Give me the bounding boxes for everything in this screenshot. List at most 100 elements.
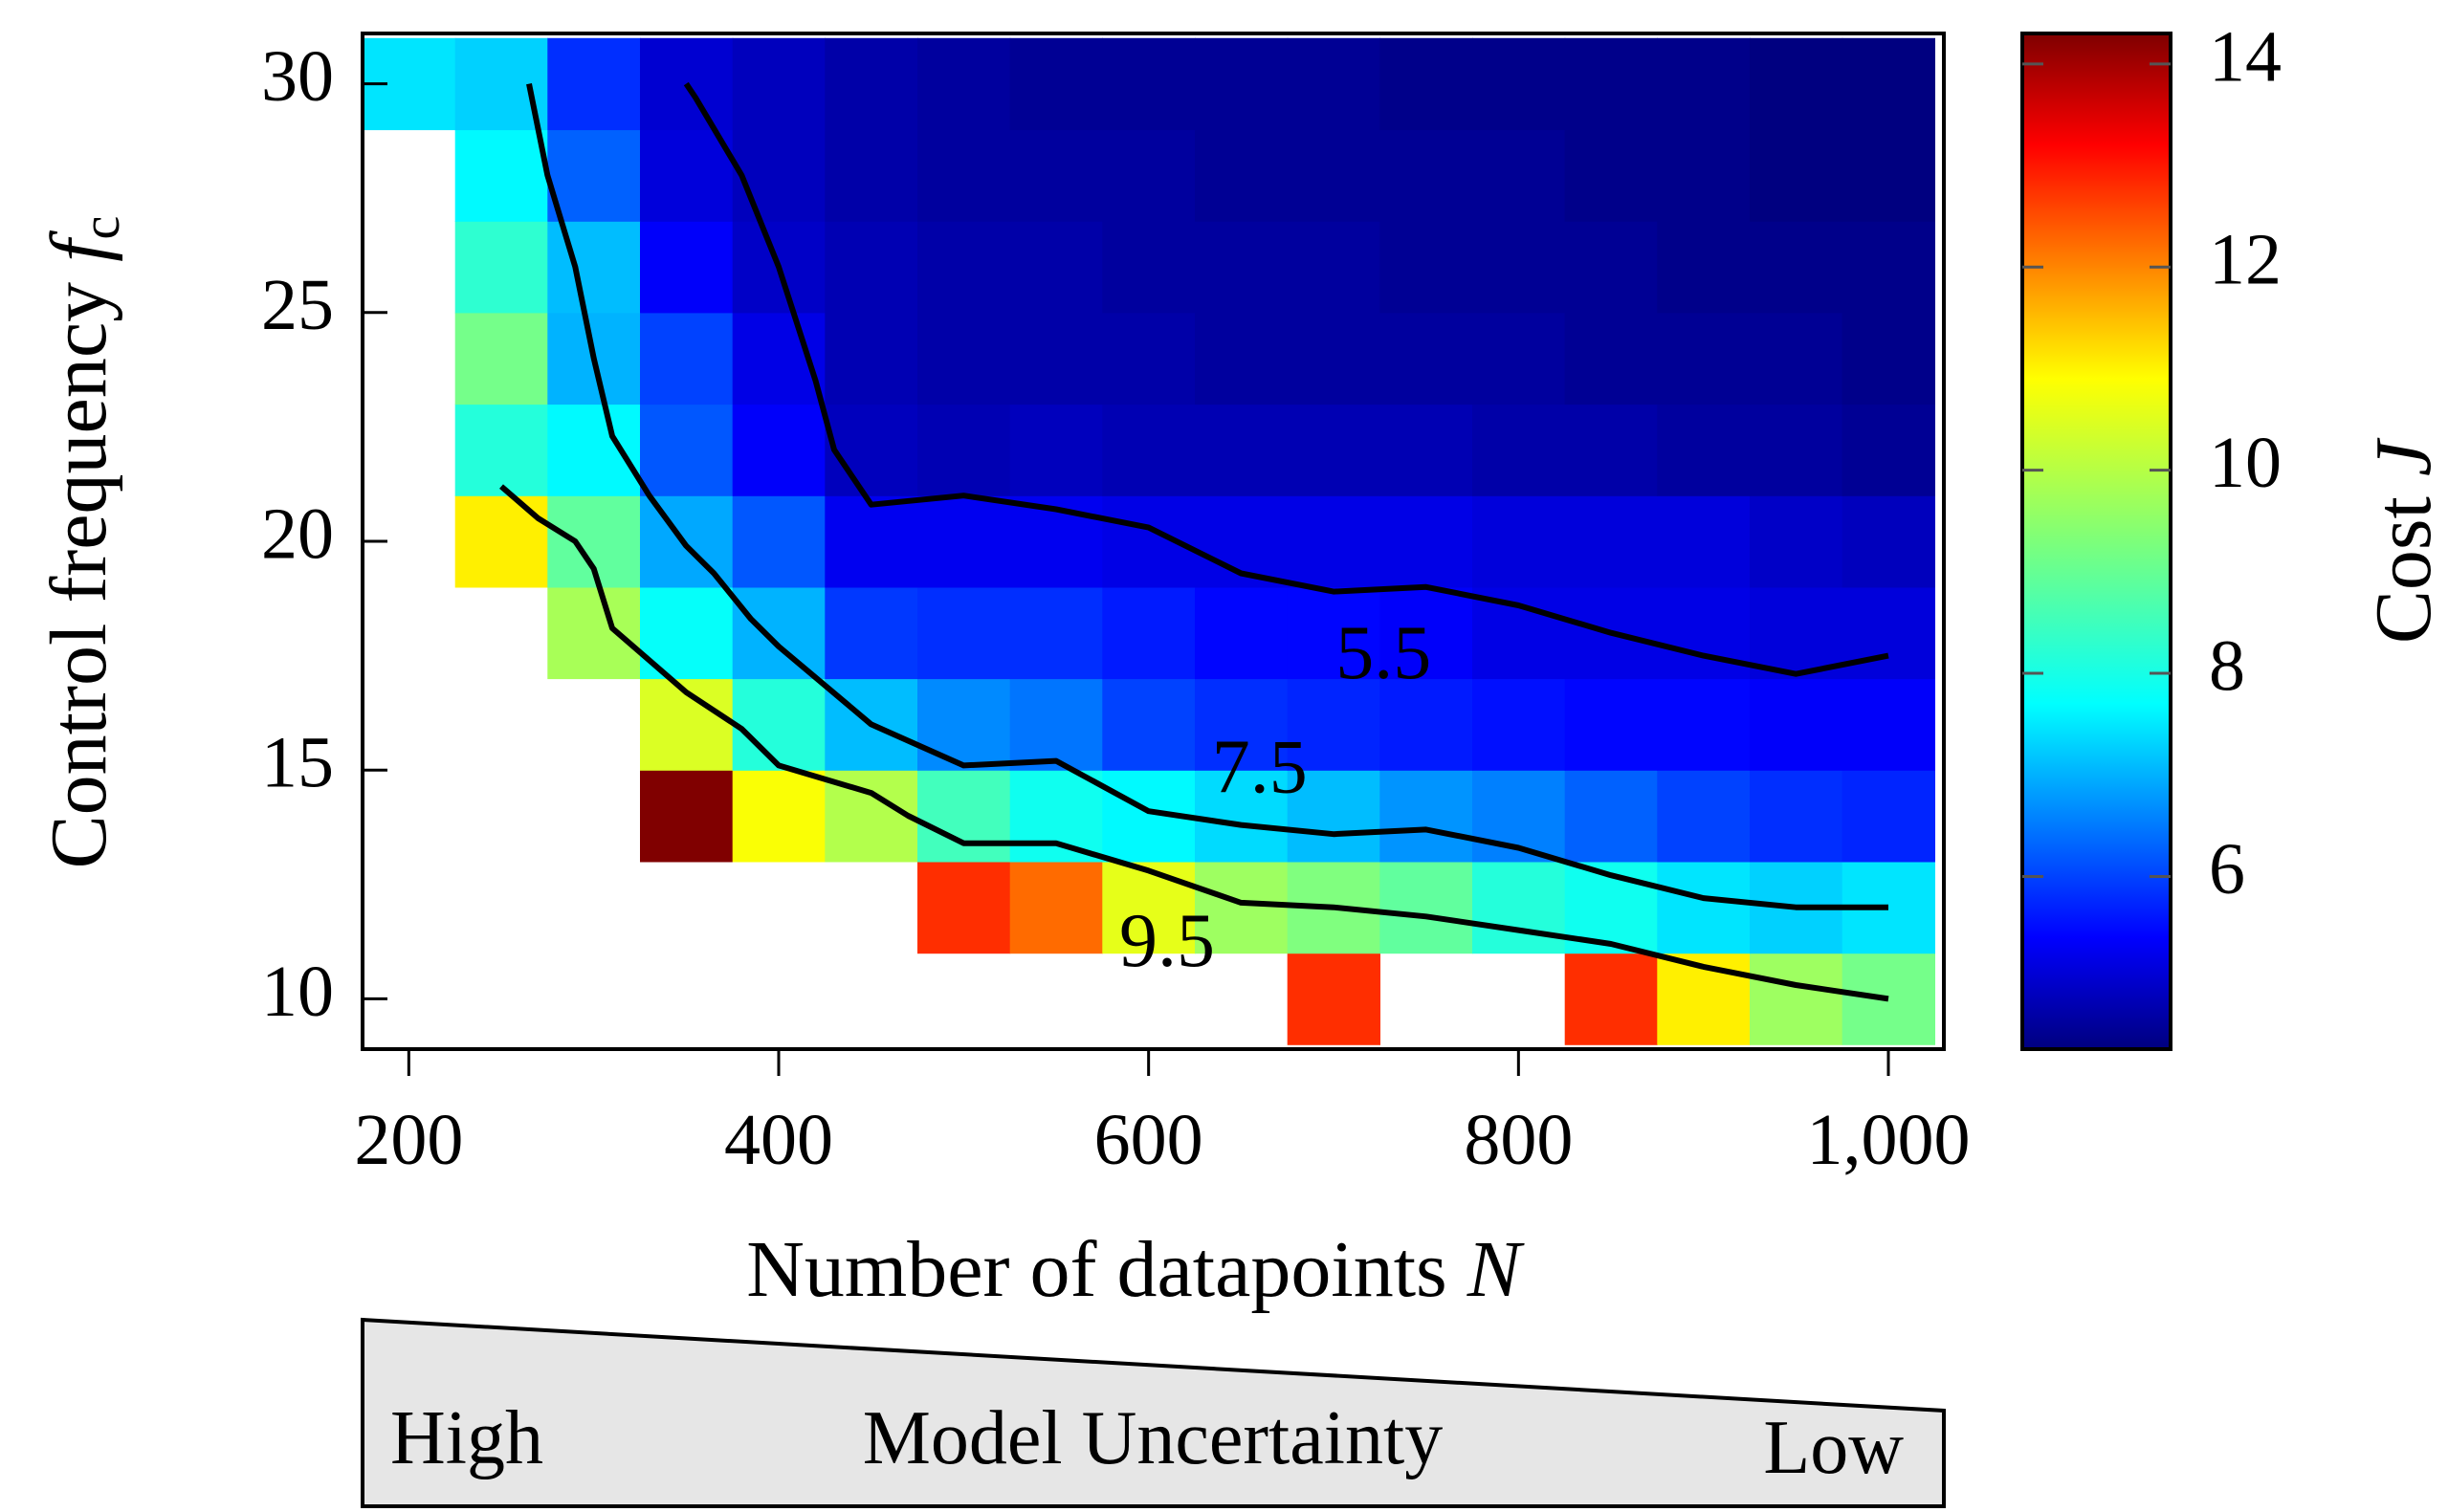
heatmap-cell	[1842, 586, 1935, 680]
heatmap-cell	[1287, 312, 1380, 405]
heatmap-cell	[1009, 404, 1103, 496]
heatmap-cell	[1472, 312, 1566, 405]
colorbar	[2020, 32, 2172, 1051]
x-tick-label: 1,000	[1807, 1100, 1971, 1180]
heatmap-cell	[1564, 312, 1658, 405]
heatmap-cell	[1842, 221, 1935, 314]
heatmap-cell	[825, 312, 918, 405]
contour-label: 5.5	[1335, 611, 1431, 695]
heatmap-cell	[1750, 312, 1843, 405]
heatmap-cell	[547, 404, 641, 496]
heatmap-cell	[1379, 861, 1473, 954]
model-uncertainty-banner: High Model Uncertainty Low	[361, 1317, 1946, 1508]
heatmap-cell	[1195, 586, 1289, 680]
heatmap-cell	[1564, 770, 1658, 863]
y-tick-label: 30	[261, 36, 334, 117]
heatmap-cell	[1657, 312, 1751, 405]
heatmap-cell	[1750, 129, 1843, 222]
heatmap-cell	[1564, 678, 1658, 771]
heatmap-cell	[1750, 37, 1843, 131]
x-axis-label: Number of datapoints N	[746, 1225, 1525, 1314]
heatmap-cell	[732, 37, 826, 131]
heatmap-cell	[732, 495, 826, 588]
heatmap-cell	[1750, 495, 1843, 588]
heatmap-cell	[1009, 37, 1103, 131]
heatmap-cell	[547, 129, 641, 222]
colorbar-ticks: 6 8 10 12 14	[2022, 16, 2282, 909]
heatmap-cell	[1842, 495, 1935, 588]
heatmap-cell	[1842, 37, 1935, 131]
heatmap-cell	[547, 37, 641, 131]
colorbar-tick-label: 6	[2209, 829, 2245, 909]
heatmap-cell	[825, 37, 918, 131]
heatmap-cell	[1657, 404, 1751, 496]
heatmap-cell	[1009, 221, 1103, 314]
heatmap-cell	[1379, 495, 1473, 588]
heatmap-cell	[1842, 953, 1935, 1045]
heatmap-cell	[1472, 221, 1566, 314]
heatmap-cell	[917, 586, 1011, 680]
heatmap-cell	[732, 129, 826, 222]
heatmap-cell	[1379, 404, 1473, 496]
y-tick-label: 15	[261, 723, 334, 803]
heatmap-cell	[1657, 770, 1751, 863]
heatmap-cell	[640, 770, 734, 863]
y-tick-label: 10	[261, 952, 334, 1032]
heatmap-cell	[917, 495, 1011, 588]
x-tick-label: 800	[1464, 1100, 1573, 1180]
heatmap-cell	[454, 404, 548, 496]
heatmap-cell	[1379, 312, 1473, 405]
heatmap-cell	[1102, 586, 1196, 680]
heatmap-cell	[917, 312, 1011, 405]
heatmap-cell	[1379, 770, 1473, 863]
heatmap-cell	[1287, 129, 1380, 222]
contour-label: 7.5	[1212, 725, 1308, 809]
heatmap-cell	[1009, 770, 1103, 863]
heatmap-cell	[1287, 221, 1380, 314]
heatmap-cell	[1379, 678, 1473, 771]
y-tick-label: 20	[261, 493, 334, 574]
heatmap-cell	[1195, 678, 1289, 771]
uncertainty-wedge	[361, 1317, 1946, 1508]
heatmap-cell	[1842, 404, 1935, 496]
heatmap-cell	[1379, 129, 1473, 222]
heatmap-cell	[1842, 129, 1935, 222]
heatmap-cell	[1102, 221, 1196, 314]
heatmap-cell	[1287, 953, 1380, 1045]
heatmap-cell	[1564, 129, 1658, 222]
y-axis-ticks: 10 15 20 25 30	[261, 36, 387, 1032]
heatmap-cell	[1564, 221, 1658, 314]
heatmap-cell	[917, 37, 1011, 131]
heatmap-cell	[1750, 770, 1843, 863]
heatmap-cell	[640, 312, 734, 405]
contour-label: 9.5	[1119, 899, 1215, 983]
heatmap-cell	[917, 129, 1011, 222]
heatmap-cell	[1102, 861, 1196, 954]
contour-lines	[499, 81, 1889, 1002]
heatmap-cell	[917, 861, 1011, 954]
heatmap-cell	[1009, 861, 1103, 954]
heatmap-cell	[640, 221, 734, 314]
heatmap-cell	[640, 404, 734, 496]
heatmap-cell	[1009, 312, 1103, 405]
heatmap-cell	[1102, 678, 1196, 771]
heatmap-cell	[1750, 678, 1843, 771]
heatmap-cell	[825, 495, 918, 588]
heatmap-cell	[1472, 37, 1566, 131]
heatmap-cell	[1472, 404, 1566, 496]
banner-high-label: High	[390, 1396, 543, 1480]
heatmap-cell	[917, 404, 1011, 496]
heatmap-cell	[1287, 770, 1380, 863]
colorbar-tick-label: 12	[2209, 220, 2282, 300]
banner-middle-label: Model Uncertainty	[863, 1396, 1443, 1480]
colorbar-tick-label: 14	[2209, 16, 2282, 97]
heatmap-cell	[825, 586, 918, 680]
heatmap-cell	[1657, 586, 1751, 680]
x-axis-ticks: 200 400 600 800 1,000	[354, 1049, 1971, 1180]
banner-low-label: Low	[1763, 1406, 1904, 1490]
heatmap-cell	[1750, 953, 1843, 1045]
heatmap-cell	[917, 770, 1011, 863]
heatmap-cell	[1379, 37, 1473, 131]
heatmap-cell	[454, 221, 548, 314]
heatmap-cell	[1195, 129, 1289, 222]
